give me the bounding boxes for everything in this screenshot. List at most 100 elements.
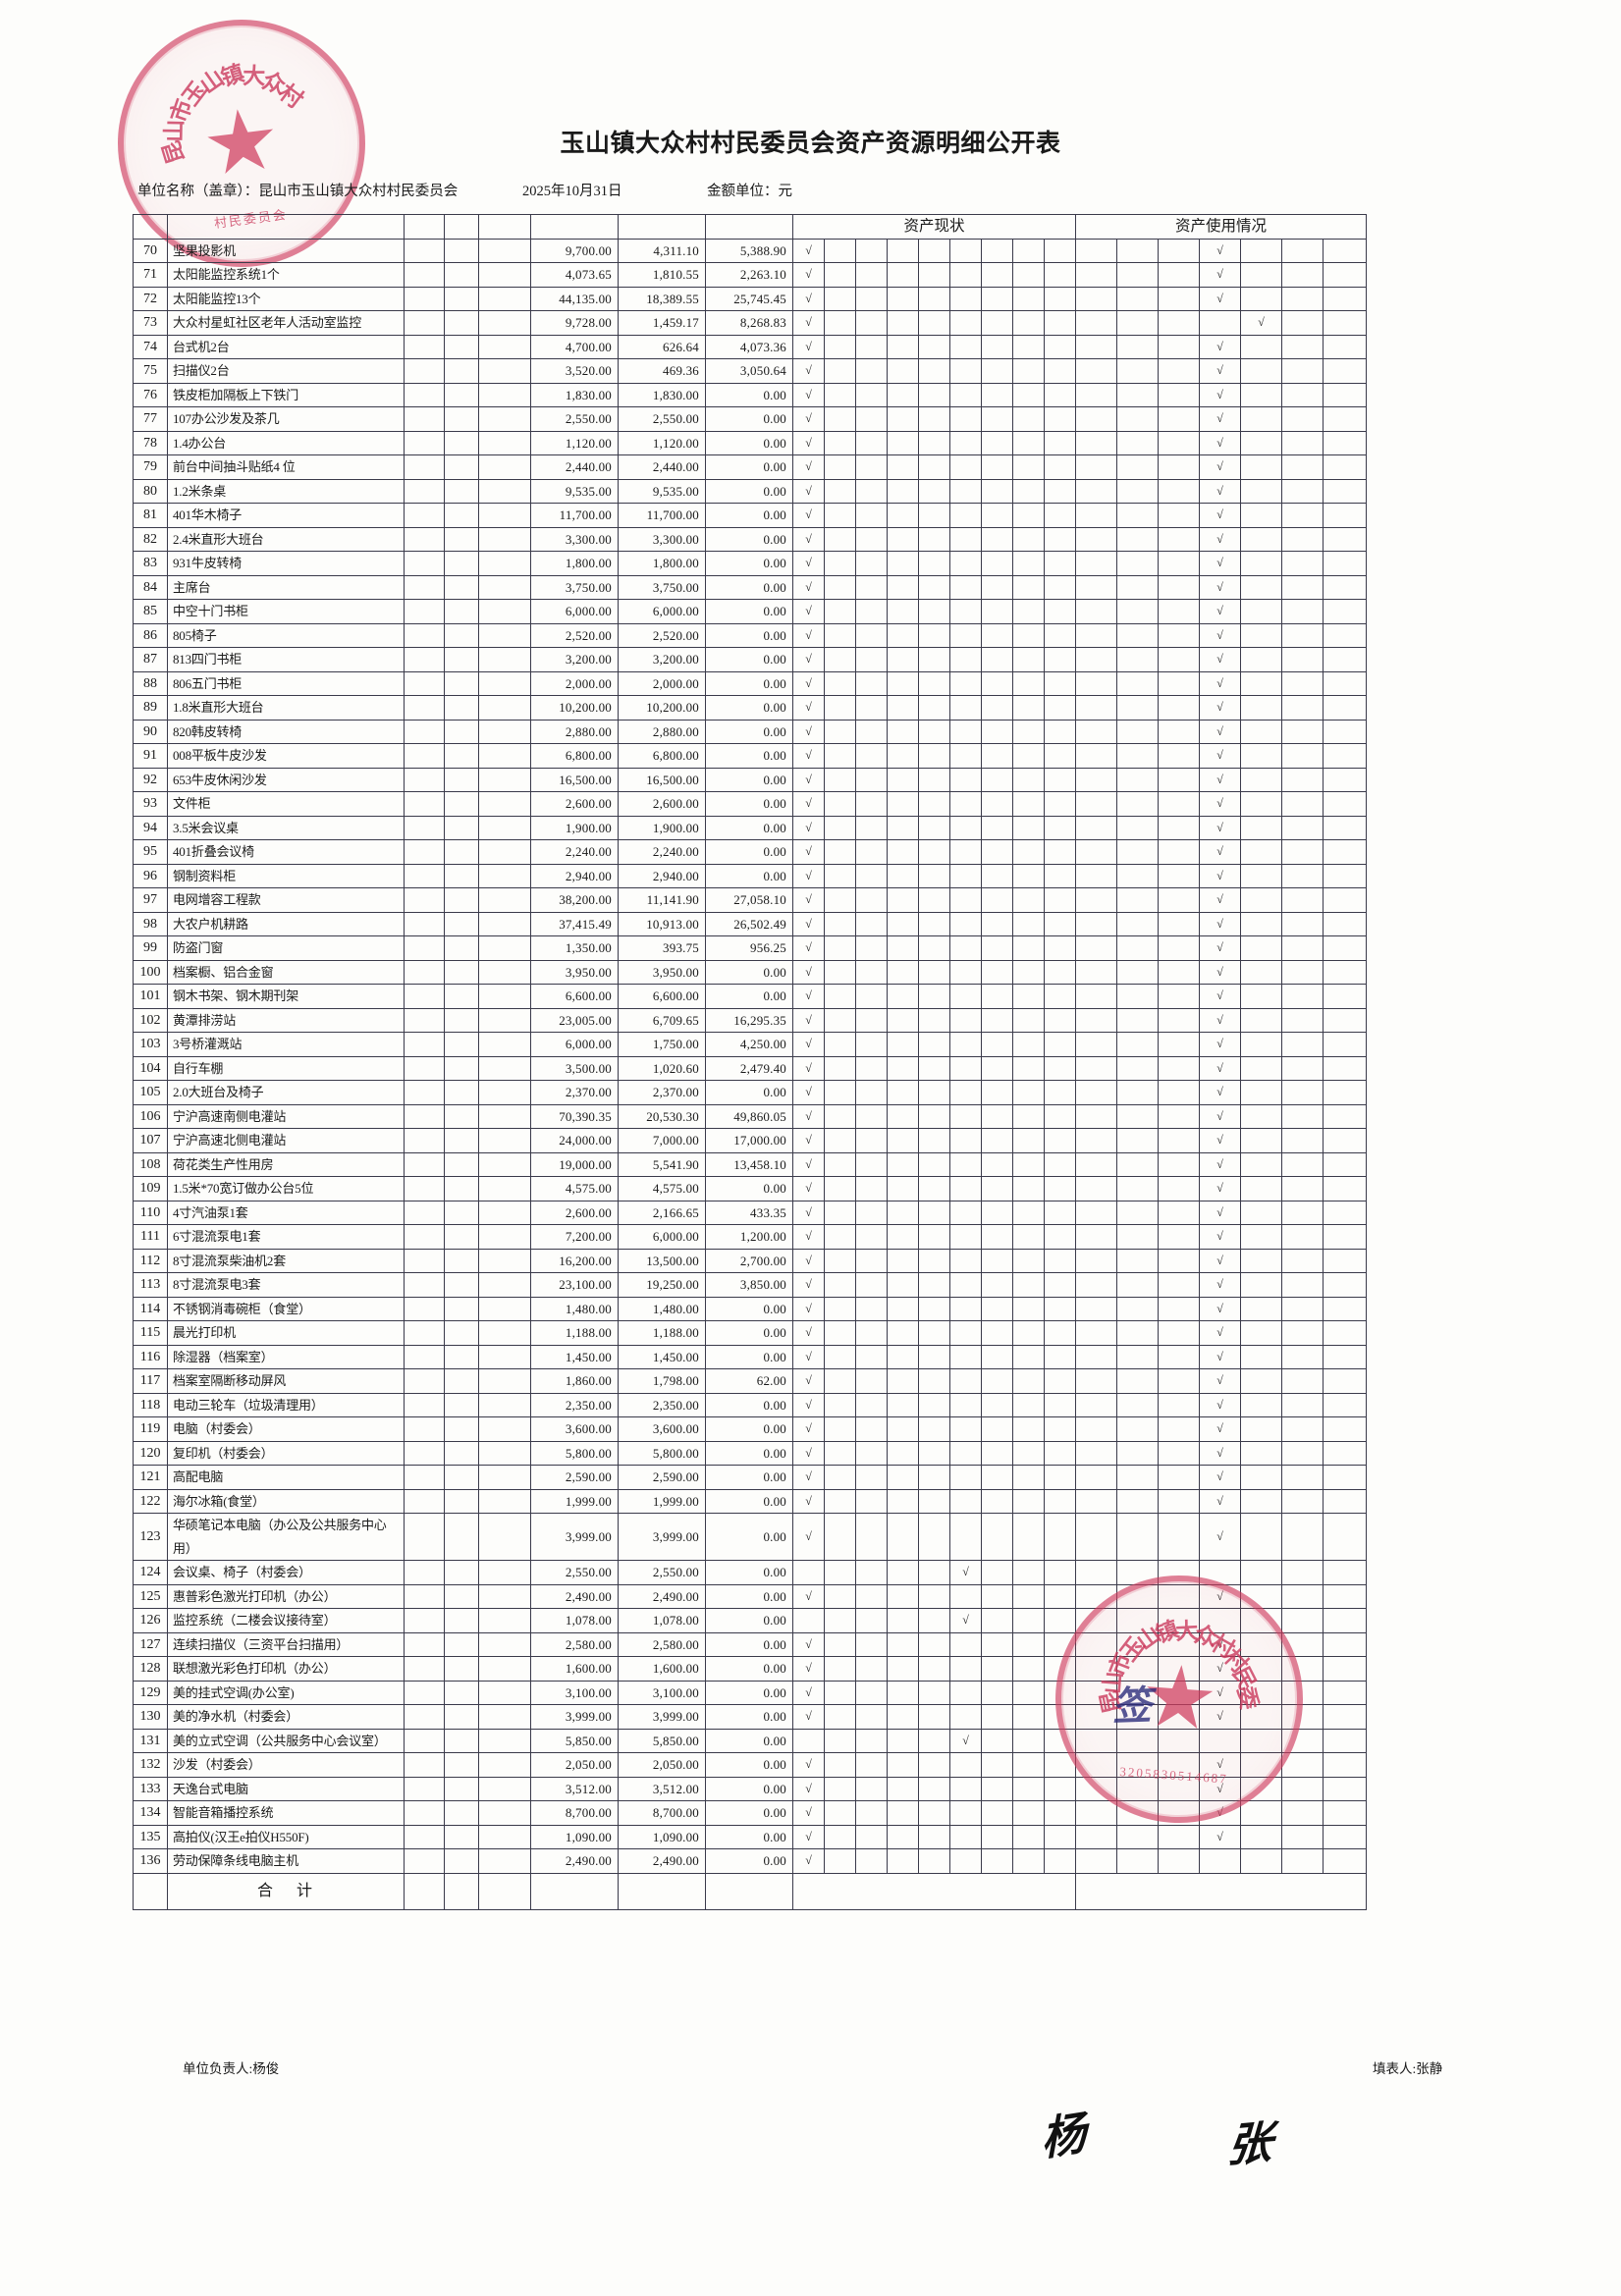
row-serial-number: 98 (133, 911, 168, 936)
row-original-value: 3,600.00 (530, 1416, 619, 1442)
row-net-value: 1,200.00 (705, 1224, 793, 1250)
row-status-check-5 (918, 1296, 950, 1321)
row-depreciation: 3,200.00 (618, 647, 706, 672)
table-row: 118 电动三轮车（垃圾清理用） 2,350.00 2,350.00 0.00 √ √ (133, 1392, 1367, 1417)
row-depreciation: 1,120.00 (618, 430, 706, 455)
row-status-check-7 (981, 1007, 1013, 1033)
row-net-value: 0.00 (705, 454, 793, 480)
row-usage-check-5 (1240, 262, 1282, 288)
row-asset-name: 钢制资料柜 (167, 863, 405, 888)
row-status-check-3 (855, 382, 888, 407)
row-status-check-2 (824, 1752, 856, 1778)
row-status-check-4 (887, 647, 919, 672)
row-status-check-2 (824, 1080, 856, 1105)
row-usage-check-1 (1075, 430, 1117, 455)
table-row: 93 文件柜 2,600.00 2,600.00 0.00 √ √ (133, 791, 1367, 817)
row-status-check-3 (855, 1151, 888, 1177)
row-usage-check-1 (1075, 358, 1117, 384)
row-usage-check-3 (1158, 526, 1200, 552)
row-blank-2 (444, 647, 479, 672)
row-serial-number: 96 (133, 863, 168, 888)
row-usage-check-6 (1281, 1560, 1324, 1585)
row-status-check-4 (887, 863, 919, 888)
row-usage-check-3 (1158, 911, 1200, 936)
row-blank-3 (478, 959, 531, 985)
row-status-check-6 (949, 815, 982, 840)
row-net-value: 0.00 (705, 1776, 793, 1801)
row-blank-2 (444, 599, 479, 624)
row-net-value: 0.00 (705, 743, 793, 769)
total-net-value (705, 1872, 793, 1910)
row-status-check-5 (918, 1583, 950, 1609)
row-usage-check-1 (1075, 1680, 1117, 1705)
row-usage-check-2 (1116, 551, 1159, 576)
row-blank-3 (478, 1465, 531, 1490)
row-status-check-5 (918, 382, 950, 407)
row-usage-check-3 (1158, 1344, 1200, 1369)
table-row: 136 劳动保障条线电脑主机 2,490.00 2,490.00 0.00 √ (133, 1848, 1367, 1874)
row-usage-check-7 (1323, 887, 1367, 913)
row-usage-check-2 (1116, 1368, 1159, 1394)
row-blank-1 (404, 1368, 445, 1394)
row-usage-check-6 (1281, 1776, 1324, 1801)
row-status-check-2 (824, 1513, 856, 1561)
row-status-check-1: √ (792, 1080, 825, 1105)
row-depreciation: 2,240.00 (618, 839, 706, 865)
row-status-check-9 (1044, 1704, 1076, 1730)
row-status-check-4 (887, 984, 919, 1009)
row-status-check-1: √ (792, 1513, 825, 1561)
row-original-value: 2,490.00 (530, 1583, 619, 1609)
row-serial-number: 114 (133, 1296, 168, 1321)
row-status-check-2 (824, 1103, 856, 1129)
row-depreciation: 469.36 (618, 358, 706, 384)
row-status-check-9 (1044, 1824, 1076, 1849)
row-status-check-2 (824, 647, 856, 672)
total-label: 合 计 (167, 1872, 405, 1910)
row-usage-check-6 (1281, 1344, 1324, 1369)
row-blank-1 (404, 1513, 445, 1561)
row-status-check-7 (981, 1151, 1013, 1177)
row-status-check-8 (1012, 334, 1045, 359)
row-usage-check-1 (1075, 1631, 1117, 1657)
row-usage-check-7 (1323, 238, 1367, 263)
row-blank-3 (478, 1055, 531, 1081)
row-status-check-3 (855, 1513, 888, 1561)
row-blank-3 (478, 310, 531, 336)
row-usage-check-7 (1323, 1103, 1367, 1129)
row-status-check-1: √ (792, 1272, 825, 1298)
row-usage-check-7 (1323, 719, 1367, 744)
row-usage-check-6 (1281, 1656, 1324, 1682)
row-original-value: 3,512.00 (530, 1776, 619, 1801)
row-serial-number: 128 (133, 1656, 168, 1682)
row-status-check-7 (981, 670, 1013, 696)
row-status-check-7 (981, 430, 1013, 455)
row-blank-2 (444, 310, 479, 336)
row-depreciation: 2,520.00 (618, 622, 706, 648)
row-serial-number: 90 (133, 719, 168, 744)
row-status-check-9 (1044, 984, 1076, 1009)
row-usage-check-3 (1158, 574, 1200, 600)
row-blank-2 (444, 1848, 479, 1874)
row-status-check-5 (918, 454, 950, 480)
row-status-check-5 (918, 430, 950, 455)
row-blank-3 (478, 262, 531, 288)
row-status-check-6 (949, 1200, 982, 1225)
row-usage-check-6 (1281, 1704, 1324, 1730)
row-usage-check-6 (1281, 1728, 1324, 1753)
row-blank-1 (404, 478, 445, 504)
row-usage-check-3 (1158, 1320, 1200, 1346)
row-status-check-8 (1012, 1272, 1045, 1298)
row-status-check-3 (855, 1776, 888, 1801)
row-usage-check-5 (1240, 1272, 1282, 1298)
row-blank-1 (404, 574, 445, 600)
row-status-check-6 (949, 406, 982, 432)
total-original-value (530, 1872, 619, 1910)
row-usage-check-6 (1281, 1392, 1324, 1417)
row-depreciation: 16,500.00 (618, 767, 706, 792)
row-net-value: 0.00 (705, 1416, 793, 1442)
row-status-check-1: √ (792, 1631, 825, 1657)
row-usage-check-7 (1323, 1560, 1367, 1585)
row-usage-check-7 (1323, 1824, 1367, 1849)
row-status-check-2 (824, 551, 856, 576)
